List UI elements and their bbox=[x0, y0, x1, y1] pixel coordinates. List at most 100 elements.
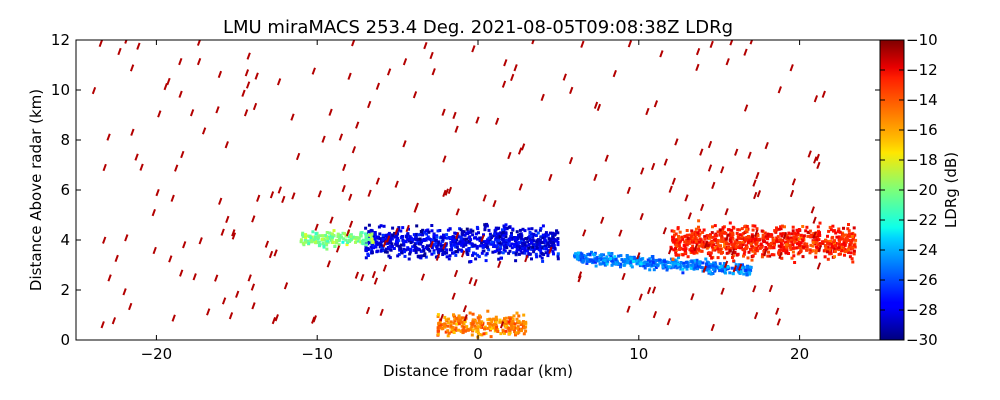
ldr-pixel bbox=[721, 269, 724, 273]
ldr-pixel bbox=[385, 236, 389, 240]
feature-sparse-upper-speckle bbox=[91, 40, 826, 332]
ldr-pixel bbox=[453, 319, 457, 322]
ldr-pixel bbox=[214, 274, 219, 282]
ldr-pixel bbox=[815, 245, 818, 249]
ldr-pixel bbox=[724, 266, 728, 270]
ldr-pixel bbox=[554, 239, 558, 243]
ldr-pixel bbox=[695, 63, 700, 72]
ldr-pixel bbox=[741, 232, 745, 236]
ldr-pixel bbox=[693, 259, 697, 263]
ldr-pixel bbox=[645, 107, 650, 116]
ldr-pixel bbox=[637, 260, 641, 264]
ldr-pixel bbox=[815, 153, 820, 162]
ldr-pixel bbox=[801, 225, 805, 228]
ldr-pixel bbox=[492, 245, 496, 248]
ldr-pixel bbox=[724, 268, 728, 272]
ldr-pixel bbox=[797, 228, 801, 231]
ldr-pixel bbox=[306, 239, 310, 243]
ldr-pixel bbox=[534, 229, 538, 233]
ldr-pixel bbox=[354, 237, 358, 241]
ldr-pixel bbox=[706, 234, 710, 238]
ldr-pixel bbox=[485, 245, 489, 249]
ldr-pixel bbox=[765, 241, 769, 245]
ldr-pixel bbox=[295, 152, 301, 161]
ldr-pixel bbox=[304, 233, 308, 237]
ldr-pixel bbox=[251, 215, 256, 223]
ldr-pixel bbox=[698, 260, 701, 264]
y-tick-label: 8 bbox=[60, 131, 70, 149]
ldr-pixel bbox=[699, 203, 705, 212]
ldr-pixel bbox=[247, 274, 252, 282]
ldr-pixel bbox=[189, 109, 195, 117]
ldr-pixel bbox=[445, 251, 449, 255]
ldr-pixel bbox=[634, 259, 638, 263]
ldr-pixel bbox=[689, 266, 693, 270]
ldr-pixel bbox=[221, 297, 227, 305]
ldr-pixel bbox=[385, 250, 389, 254]
ldr-pixel bbox=[698, 228, 702, 232]
ldr-pixel bbox=[779, 242, 783, 246]
ldr-pixel bbox=[746, 268, 750, 272]
ldr-pixel bbox=[595, 259, 599, 263]
ldr-pixel bbox=[100, 321, 105, 329]
ldr-pixel bbox=[677, 244, 681, 248]
ldr-pixel bbox=[795, 228, 799, 232]
ldr-pixel bbox=[521, 244, 525, 248]
ldr-pixel bbox=[426, 235, 430, 239]
ldr-pixel bbox=[812, 231, 817, 240]
ldr-pixel bbox=[322, 245, 326, 249]
ldr-pixel bbox=[694, 227, 698, 231]
ldr-pixel bbox=[316, 235, 320, 239]
ldr-pixel bbox=[486, 321, 490, 325]
ldr-pixel bbox=[791, 225, 795, 229]
ldr-pixel bbox=[779, 232, 783, 236]
x-tick-label: 10 bbox=[629, 345, 648, 363]
ldr-pixel bbox=[847, 232, 851, 236]
ldr-pixel bbox=[365, 241, 369, 245]
ldr-pixel bbox=[440, 236, 444, 240]
ldr-pixel bbox=[321, 242, 325, 245]
ldr-pixel bbox=[738, 246, 742, 250]
ldr-pixel bbox=[811, 249, 815, 253]
ldr-pixel bbox=[311, 316, 316, 324]
ldr-pixel bbox=[703, 240, 709, 249]
ldr-pixel bbox=[548, 173, 553, 182]
ldr-pixel bbox=[414, 249, 418, 253]
ldr-pixel bbox=[117, 47, 122, 56]
ldr-pixel bbox=[672, 229, 676, 233]
ldr-pixel bbox=[521, 227, 525, 231]
ldr-pixel bbox=[539, 226, 543, 230]
ldr-pixel bbox=[412, 248, 416, 252]
ldr-pixel bbox=[443, 322, 447, 326]
ldr-pixel bbox=[429, 51, 434, 60]
ldr-pixel bbox=[752, 246, 756, 250]
ldr-pixel bbox=[828, 250, 832, 254]
ldr-pixel bbox=[419, 242, 423, 246]
ldr-pixel bbox=[736, 252, 740, 256]
ldr-pixel bbox=[394, 227, 399, 236]
ldr-pixel bbox=[538, 243, 542, 247]
ldr-pixel bbox=[231, 229, 236, 237]
ldr-pixel bbox=[753, 251, 757, 255]
ldr-pixel bbox=[816, 262, 822, 270]
ldr-pixel bbox=[510, 242, 514, 246]
ldr-pixel bbox=[387, 241, 391, 245]
ldr-pixel bbox=[684, 247, 688, 251]
ldr-pixel bbox=[397, 252, 401, 256]
ldr-pixel bbox=[538, 254, 542, 258]
ldr-pixel bbox=[217, 70, 223, 79]
ldr-pixel bbox=[461, 328, 465, 332]
ldr-pixel bbox=[675, 266, 679, 270]
ldr-pixel bbox=[522, 326, 526, 330]
ldr-pixel bbox=[814, 251, 818, 255]
ldr-pixel bbox=[534, 252, 538, 256]
ldr-pixel bbox=[801, 255, 805, 259]
ldr-pixel bbox=[527, 227, 531, 231]
colorbar-tick-label: −20 bbox=[906, 181, 938, 199]
ldr-pixel bbox=[765, 247, 769, 251]
ldr-pixel bbox=[735, 238, 739, 242]
ldr-pixel bbox=[776, 318, 781, 326]
ldr-pixel bbox=[385, 241, 389, 245]
ldr-pixel bbox=[518, 228, 522, 232]
ldr-pixel bbox=[802, 234, 806, 238]
